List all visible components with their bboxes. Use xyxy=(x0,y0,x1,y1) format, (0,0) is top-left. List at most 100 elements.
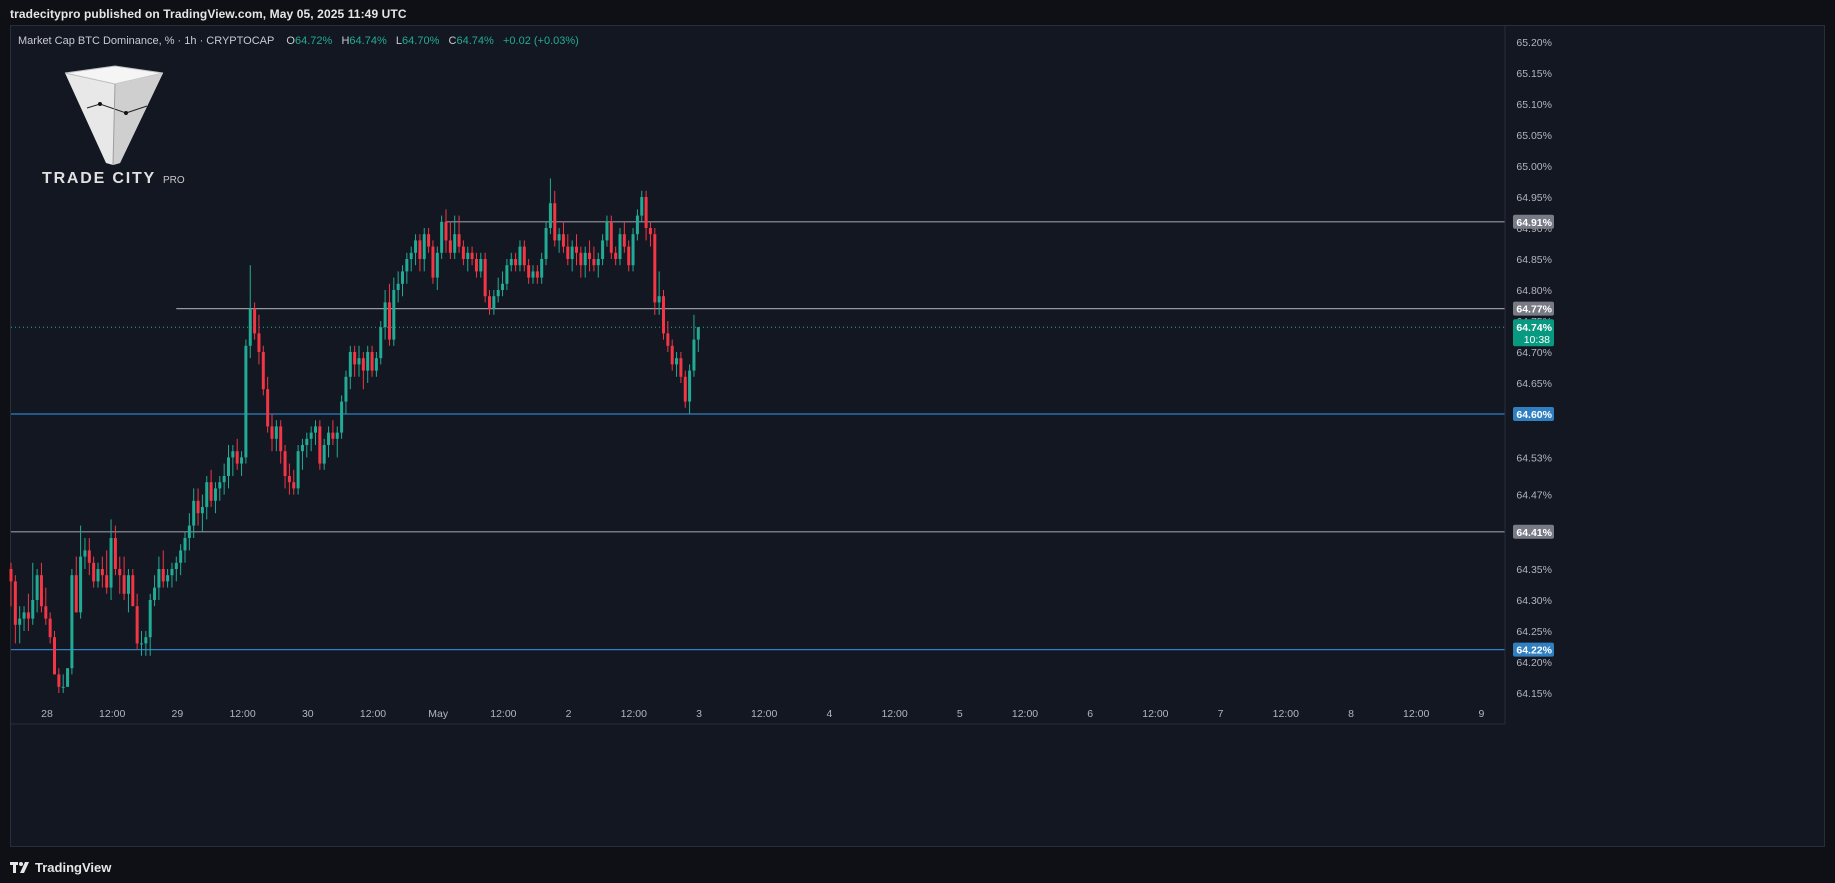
candle-body xyxy=(92,562,96,582)
price-tick-label: 64.15% xyxy=(1516,688,1552,700)
candle-body xyxy=(18,618,22,625)
candle-body xyxy=(61,686,65,688)
candle-body xyxy=(540,259,544,278)
price-tick-label: 64.20% xyxy=(1516,657,1552,669)
candle-body xyxy=(22,612,26,619)
candle-body xyxy=(292,482,296,489)
price-tick-label: 64.47% xyxy=(1516,490,1552,502)
candle-body xyxy=(340,401,344,433)
candle-body xyxy=(601,240,605,259)
price-tick-label: 65.15% xyxy=(1516,68,1552,80)
candle-body xyxy=(570,246,574,259)
candle-body xyxy=(592,259,596,266)
candle-body xyxy=(13,581,17,625)
candle-body xyxy=(640,197,644,216)
price-tick-label: 64.53% xyxy=(1516,452,1552,464)
candle-body xyxy=(361,358,365,371)
time-axis[interactable]: 28 12:00 29 12:00 30 12:00 May 12:00 2 12:00 3 12:0… xyxy=(41,708,1484,720)
tradecity-logo-icon xyxy=(64,65,164,166)
candle-body xyxy=(501,283,505,290)
time-tick-label: 3 xyxy=(696,708,702,720)
candle-body xyxy=(26,612,30,619)
countdown-label: 10:38 xyxy=(1524,334,1550,346)
candle-body xyxy=(83,550,87,557)
candle-body xyxy=(9,569,13,582)
candle-body xyxy=(244,345,248,458)
candle-body xyxy=(179,550,183,563)
candle-body xyxy=(240,457,244,464)
price-tick-label: 64.35% xyxy=(1516,564,1552,576)
candle-body xyxy=(161,569,165,582)
candle-body xyxy=(74,575,78,613)
candle-body xyxy=(666,333,670,346)
candle-body xyxy=(483,259,487,297)
candle-body xyxy=(496,290,500,297)
price-tick-label: 64.80% xyxy=(1516,285,1552,297)
candle-body xyxy=(192,500,196,526)
candle-body xyxy=(39,575,43,607)
candle-body xyxy=(266,389,270,427)
time-tick-label: 12:00 xyxy=(881,708,907,720)
horizontal-lines xyxy=(11,221,1505,651)
candle-body xyxy=(222,476,226,483)
candle-body xyxy=(479,259,483,272)
candle-body xyxy=(126,575,130,594)
legend-low-value: 64.70% xyxy=(402,35,440,47)
legend-open-label: O xyxy=(286,35,295,47)
top-bar: tradecitypro published on TradingView.co… xyxy=(0,0,1835,26)
last-price-marker xyxy=(1513,319,1554,347)
legend-symbol[interactable]: Market Cap BTC Dominance, % · 1h · CRYPT… xyxy=(18,35,275,47)
candle-body xyxy=(170,569,174,576)
candle-body xyxy=(435,252,439,278)
candle-body xyxy=(548,203,552,228)
time-tick-label: 12:00 xyxy=(99,708,125,720)
price-level-label: 64.60% xyxy=(1516,409,1552,421)
candle-body xyxy=(314,426,317,433)
price-level-marker xyxy=(1513,642,1554,657)
candle-body xyxy=(44,606,48,619)
candle-body xyxy=(409,252,413,259)
candle-body xyxy=(688,370,692,402)
candle-body xyxy=(274,426,278,439)
candle-body xyxy=(227,457,230,476)
candle-body xyxy=(261,352,265,390)
candle-body xyxy=(566,246,570,259)
candle-body xyxy=(118,569,122,576)
price-tick-label: 65.10% xyxy=(1516,99,1552,111)
time-tick-label: 2 xyxy=(566,708,572,720)
time-tick-label: 12:00 xyxy=(1403,708,1429,720)
candle-body xyxy=(627,246,631,266)
candle-body xyxy=(387,302,391,340)
candles xyxy=(9,178,700,693)
price-level-marker xyxy=(1513,301,1554,316)
candle-body xyxy=(100,569,104,576)
candle-body xyxy=(96,569,100,582)
candle-body xyxy=(466,252,470,259)
candle-body xyxy=(448,240,452,253)
candle-body xyxy=(370,352,374,371)
time-tick-label: 12:00 xyxy=(1273,708,1299,720)
candle-body xyxy=(270,426,274,439)
time-tick-label: May xyxy=(428,708,449,720)
price-axis[interactable]: 65.20% 65.15% 65.10% 65.05% 65.00% 64.95% 64.9… xyxy=(11,26,1552,725)
candle-body xyxy=(631,234,635,266)
legend-open-value: 64.72% xyxy=(294,35,333,47)
candle-body xyxy=(322,445,326,464)
time-tick-label: 5 xyxy=(957,708,963,720)
legend-high-label: H xyxy=(341,35,350,47)
candle-body xyxy=(79,556,83,613)
candle-body xyxy=(353,352,357,365)
candle-body xyxy=(131,575,135,607)
tradingview-logo[interactable]: TradingView xyxy=(10,860,111,875)
candle-body xyxy=(648,228,652,235)
candle-body xyxy=(609,221,613,253)
candle-body xyxy=(153,587,157,600)
price-tick-label: 65.00% xyxy=(1516,161,1552,173)
candle-body xyxy=(235,451,239,464)
candle-body xyxy=(140,643,143,645)
time-tick-label: 29 xyxy=(172,708,184,720)
candle-body xyxy=(618,234,622,259)
legend-change: +0.02 (+0.03%) xyxy=(503,35,579,47)
candle-body xyxy=(635,215,639,235)
